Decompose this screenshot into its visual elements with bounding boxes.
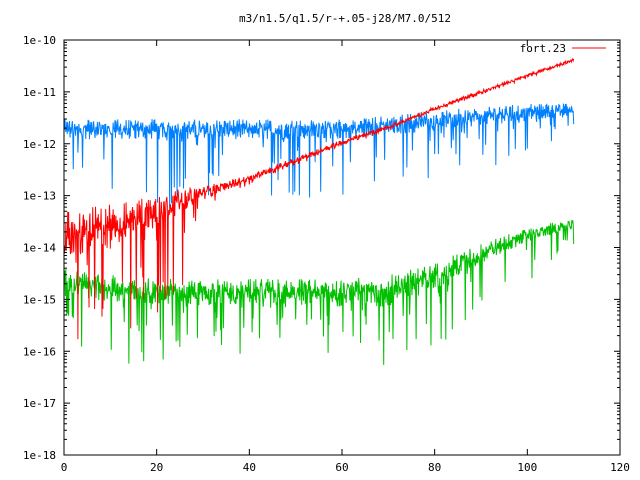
x-tick-label: 40	[243, 461, 256, 474]
y-tick-label: 1e-13	[23, 190, 56, 203]
y-tick-label: 1e-11	[23, 86, 56, 99]
series-line-2	[63, 220, 575, 365]
x-tick-label: 120	[610, 461, 630, 474]
series-line-0	[63, 57, 575, 340]
x-tick-label: 100	[517, 461, 537, 474]
y-tick-label: 1e-12	[23, 138, 56, 151]
series-line-1	[63, 103, 575, 209]
x-tick-label: 60	[335, 461, 348, 474]
plot-frame	[63, 39, 621, 456]
y-tick-label: 1e-14	[23, 242, 56, 255]
y-tick-label: 1e-16	[23, 345, 56, 358]
y-tick-label: 1e-17	[23, 397, 56, 410]
chart-title: m3/n1.5/q1.5/r-+.05-j28/M7.0/512	[239, 12, 451, 25]
y-tick-label: 1e-10	[23, 34, 56, 47]
y-tick-label: 1e-18	[23, 449, 56, 462]
legend-label: fort.23	[520, 42, 566, 55]
axes-layer: 0 20 40 60 80 100 120 1e-10 1e-11 1e-12 1e-13 1e-14…	[23, 34, 630, 474]
x-tick-label: 80	[428, 461, 441, 474]
y-tick-label: 1e-15	[23, 293, 56, 306]
x-tick-label: 20	[150, 461, 163, 474]
legend: fort.23	[520, 42, 606, 55]
series-layer	[63, 57, 575, 365]
x-tick-label: 0	[61, 461, 68, 474]
